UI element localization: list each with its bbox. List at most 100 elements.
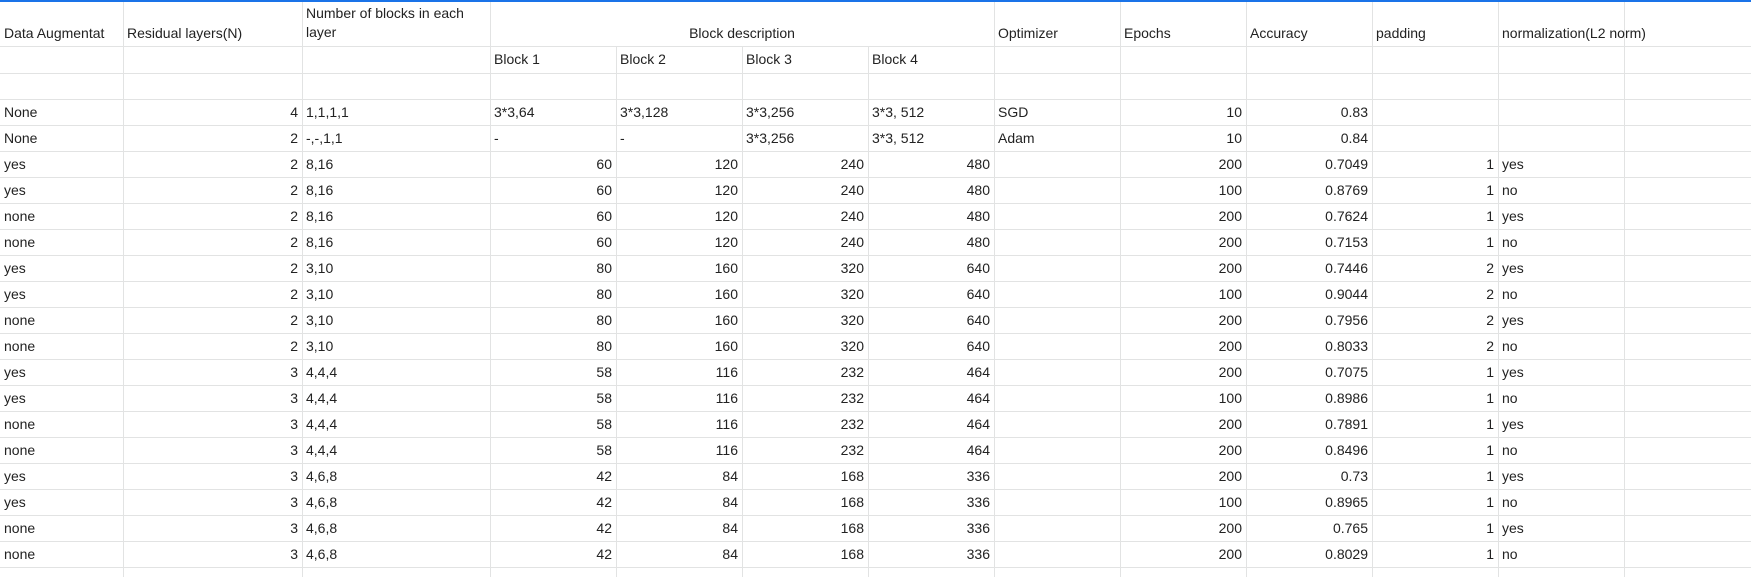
cell-block-1[interactable]: 58 [596, 364, 612, 380]
cell-accuracy[interactable]: 0.84 [1340, 130, 1368, 146]
cell-block-4[interactable]: 640 [966, 338, 990, 354]
cell-block-3[interactable]: 232 [840, 442, 864, 458]
cell-accuracy[interactable]: 0.7624 [1325, 208, 1368, 224]
cell-blocks-per-layer[interactable]: 4,6,8 [306, 494, 338, 510]
cell-optimizer[interactable] [994, 207, 1120, 229]
cell-padding[interactable]: 1 [1486, 156, 1494, 172]
cell-blocks-per-layer[interactable]: 4,4,4 [306, 364, 338, 380]
cell-block-4[interactable]: 3*3, 512 [872, 104, 925, 120]
cell-data-augmentation[interactable]: none [4, 338, 36, 354]
cell-data-augmentation[interactable]: none [4, 520, 36, 536]
cell-accuracy[interactable]: 0.7891 [1325, 416, 1368, 432]
cell-accuracy[interactable]: 0.8965 [1325, 494, 1368, 510]
cell-block-1[interactable]: 80 [596, 312, 612, 328]
cell-accuracy[interactable]: 0.7075 [1325, 364, 1368, 380]
cell-block-1[interactable]: 60 [596, 234, 612, 250]
cell-padding[interactable]: 1 [1486, 390, 1494, 406]
cell-blocks-per-layer[interactable]: 3,10 [306, 338, 334, 354]
cell-accuracy[interactable]: 0.8986 [1325, 390, 1368, 406]
cell-blocks-per-layer[interactable]: 8,16 [306, 234, 334, 250]
cell-normalization[interactable]: yes [1502, 416, 1524, 432]
header-block-2[interactable]: Block 2 [620, 51, 666, 67]
cell-data-augmentation[interactable]: none [4, 546, 36, 562]
cell-block-2[interactable]: 116 [715, 390, 738, 406]
cell-block-4[interactable]: 480 [966, 234, 990, 250]
header-data-augmentation[interactable]: Data Augmentat [4, 25, 105, 41]
cell-block-1[interactable]: 60 [596, 182, 612, 198]
cell-blocks-per-layer[interactable]: 4,6,8 [306, 468, 338, 484]
cell-residual-layers[interactable]: 2 [290, 234, 298, 250]
cell-epochs[interactable]: 100 [1218, 494, 1242, 510]
cell-block-1[interactable]: - [494, 130, 499, 146]
cell-optimizer[interactable]: Adam [998, 130, 1035, 146]
cell-block-4[interactable]: 464 [966, 390, 990, 406]
cell-data-augmentation[interactable]: none [4, 208, 36, 224]
cell-optimizer[interactable] [994, 311, 1120, 333]
cell-blocks-per-layer[interactable]: 8,16 [306, 208, 334, 224]
cell-blocks-per-layer[interactable]: 3,10 [306, 286, 334, 302]
cell-block-1[interactable]: 58 [596, 442, 612, 458]
cell-block-3[interactable]: 232 [840, 416, 864, 432]
cell-normalization[interactable]: yes [1502, 208, 1524, 224]
cell-residual-layers[interactable]: 2 [290, 156, 298, 172]
cell-block-4[interactable]: 640 [966, 286, 990, 302]
cell-block-3[interactable]: 320 [840, 338, 864, 354]
cell-normalization[interactable]: no [1502, 494, 1518, 510]
cell-accuracy[interactable]: 0.9044 [1325, 286, 1368, 302]
cell-block-1[interactable]: 80 [596, 286, 612, 302]
cell-data-augmentation[interactable]: yes [4, 468, 26, 484]
cell-data-augmentation[interactable]: none [4, 442, 36, 458]
cell-padding[interactable]: 1 [1486, 546, 1494, 562]
cell-block-4[interactable]: 336 [966, 468, 990, 484]
cell-residual-layers[interactable]: 2 [290, 130, 298, 146]
cell-padding[interactable]: 1 [1486, 364, 1494, 380]
cell-optimizer[interactable] [994, 363, 1120, 385]
cell-normalization[interactable]: yes [1502, 364, 1524, 380]
header-block-description[interactable]: Block description [689, 25, 795, 41]
cell-normalization[interactable]: no [1502, 338, 1518, 354]
cell-block-3[interactable]: 3*3,256 [746, 104, 795, 120]
cell-block-2[interactable]: 3*3,128 [620, 104, 669, 120]
cell-residual-layers[interactable]: 4 [290, 104, 298, 120]
header-accuracy[interactable]: Accuracy [1250, 25, 1308, 41]
cell-normalization[interactable]: no [1502, 546, 1518, 562]
header-padding[interactable]: padding [1376, 25, 1426, 41]
cell-block-3[interactable]: 320 [840, 286, 864, 302]
cell-block-4[interactable]: 336 [966, 546, 990, 562]
cell-epochs[interactable]: 100 [1218, 182, 1242, 198]
cell-normalization[interactable]: no [1502, 442, 1518, 458]
cell-block-4[interactable]: 464 [966, 364, 990, 380]
cell-blocks-per-layer[interactable]: 8,16 [306, 156, 334, 172]
cell-optimizer[interactable] [994, 493, 1120, 515]
cell-optimizer[interactable] [994, 415, 1120, 437]
cell-block-2[interactable]: 84 [722, 494, 738, 510]
cell-accuracy[interactable]: 0.8769 [1325, 182, 1368, 198]
cell-block-4[interactable]: 336 [966, 520, 990, 536]
cell-block-3[interactable]: 168 [840, 468, 864, 484]
cell-residual-layers[interactable]: 3 [290, 390, 298, 406]
cell-padding[interactable]: 1 [1486, 234, 1494, 250]
cell-epochs[interactable]: 200 [1218, 208, 1242, 224]
cell-block-4[interactable]: 464 [966, 416, 990, 432]
cell-block-2[interactable]: 160 [714, 286, 738, 302]
cell-normalization[interactable]: yes [1502, 468, 1524, 484]
cell-epochs[interactable]: 10 [1226, 130, 1242, 146]
cell-block-4[interactable]: 480 [966, 182, 990, 198]
cell-blocks-per-layer[interactable]: 8,16 [306, 182, 334, 198]
cell-block-3[interactable]: 240 [840, 182, 864, 198]
cell-padding[interactable]: 1 [1486, 520, 1494, 536]
cell-blocks-per-layer[interactable]: 4,4,4 [306, 390, 338, 406]
cell-normalization[interactable] [1498, 103, 1624, 125]
cell-block-4[interactable]: 640 [966, 312, 990, 328]
cell-optimizer[interactable] [994, 155, 1120, 177]
cell-block-3[interactable]: 240 [840, 208, 864, 224]
cell-epochs[interactable]: 200 [1218, 234, 1242, 250]
cell-block-3[interactable]: 240 [840, 156, 864, 172]
cell-epochs[interactable]: 200 [1218, 364, 1242, 380]
cell-blocks-per-layer[interactable]: 3,10 [306, 312, 334, 328]
cell-residual-layers[interactable]: 2 [290, 338, 298, 354]
cell-padding[interactable]: 1 [1486, 182, 1494, 198]
cell-block-1[interactable]: 42 [596, 546, 612, 562]
cell-residual-layers[interactable]: 2 [290, 260, 298, 276]
cell-block-2[interactable]: 84 [722, 546, 738, 562]
